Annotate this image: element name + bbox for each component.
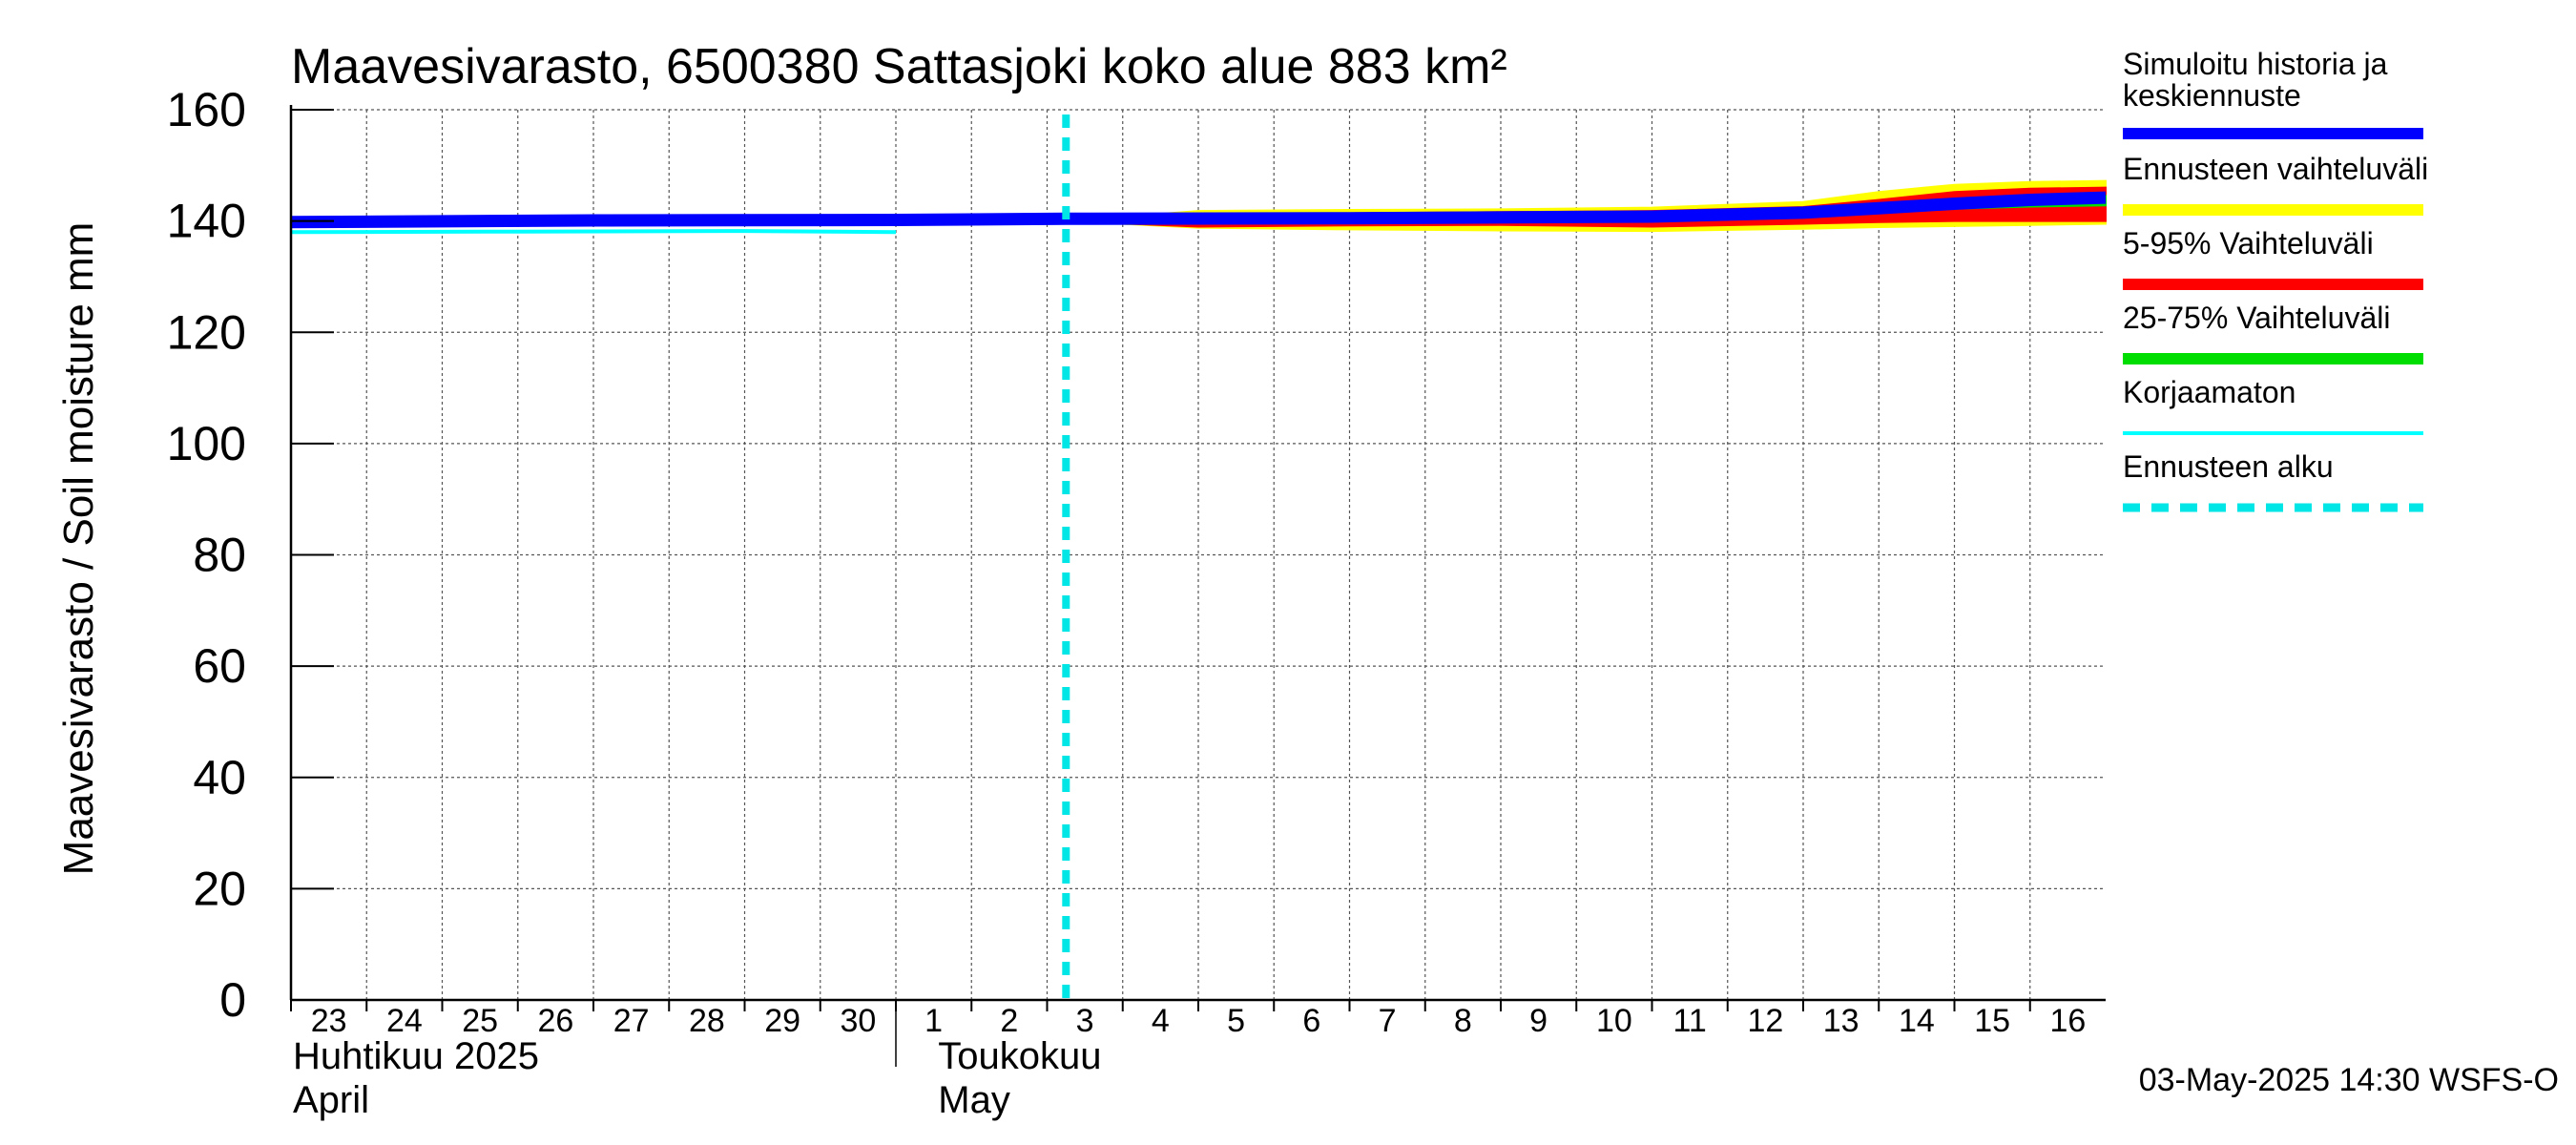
month-label: Toukokuu (938, 1035, 1101, 1077)
x-tick-label: 4 (1152, 1003, 1170, 1039)
axes (289, 105, 2106, 1067)
series-layer (290, 114, 2107, 1000)
y-tick-label: 160 (167, 83, 246, 136)
x-tick-label: 14 (1899, 1003, 1935, 1039)
month-label: Huhtikuu 2025 (293, 1035, 539, 1077)
month-label-en: May (938, 1079, 1010, 1121)
x-tick-label: 15 (1974, 1003, 2010, 1039)
footer-timestamp: 03-May-2025 14:30 WSFS-O (2139, 1062, 2559, 1098)
x-tick-label: 29 (764, 1003, 800, 1039)
x-tick-label: 10 (1596, 1003, 1632, 1039)
x-tick-label: 16 (2049, 1003, 2086, 1039)
x-tick-label: 6 (1302, 1003, 1320, 1039)
legend-label: Korjaamaton (2123, 375, 2296, 409)
legend: Simuloitu historia ja keskiennuste Ennuste… (2123, 47, 2428, 512)
y-tick-label: 40 (193, 751, 246, 804)
x-tick-label: 11 (1672, 1003, 1706, 1039)
legend-label: Ennusteen vaihteluväli (2123, 152, 2428, 186)
x-tick-label: 28 (689, 1003, 725, 1039)
x-tick-label: 30 (840, 1003, 876, 1039)
x-tick-label: 26 (537, 1003, 573, 1039)
legend-label: Ennusteen alku (2123, 449, 2334, 484)
x-tick-label: 9 (1529, 1003, 1548, 1039)
y-tick-label: 60 (193, 639, 246, 693)
x-tick-label: 27 (613, 1003, 650, 1039)
x-tick-label: 13 (1823, 1003, 1859, 1039)
legend-label: Simuloitu historia ja keskiennuste (2123, 47, 2388, 113)
legend-label: 25-75% Vaihteluväli (2123, 301, 2390, 335)
line-3 (290, 191, 2107, 229)
legend-label-line2: keskiennuste (2123, 78, 2301, 113)
line-4 (290, 229, 897, 235)
x-tick-label: 25 (462, 1003, 498, 1039)
x-tick-label: 2 (1000, 1003, 1018, 1039)
chart-title: Maavesivarasto, 6500380 Sattasjoki koko … (291, 39, 1507, 94)
legend-label: 5-95% Vaihteluväli (2123, 226, 2374, 260)
x-tick-label: 23 (311, 1003, 347, 1039)
x-tick-label: 8 (1454, 1003, 1472, 1039)
y-axis-label: Maavesivarasto / Soil moisture mm (55, 222, 102, 876)
x-tick-label: 1 (924, 1003, 943, 1039)
y-tick-label: 100 (167, 417, 246, 470)
x-tick-label: 7 (1379, 1003, 1397, 1039)
x-tick-label: 12 (1747, 1003, 1783, 1039)
month-label-en: April (293, 1079, 369, 1121)
y-tick-label: 80 (193, 529, 246, 582)
y-tick-label: 0 (219, 973, 246, 1027)
y-tick-label: 140 (167, 195, 246, 248)
y-tick-label: 20 (193, 862, 246, 915)
grid (291, 109, 2106, 1000)
x-tick-label: 3 (1076, 1003, 1094, 1039)
x-tick-label: 5 (1227, 1003, 1245, 1039)
y-tick-label: 120 (167, 305, 246, 359)
legend-label-line1: Simuloitu historia ja (2123, 47, 2388, 81)
x-tick-label: 24 (386, 1003, 423, 1039)
